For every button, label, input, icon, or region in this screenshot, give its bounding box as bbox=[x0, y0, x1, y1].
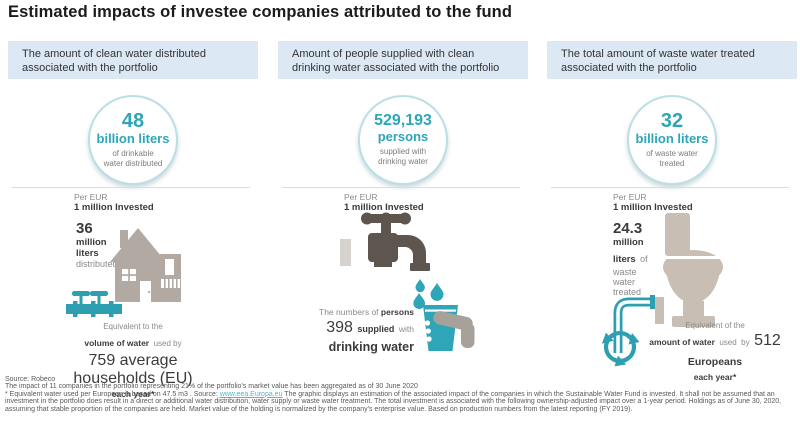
stat-circle: 48 billion liters of drinkable water dist… bbox=[88, 95, 178, 185]
page-title: Estimated impacts of investee companies … bbox=[8, 3, 513, 21]
per-eur-label: Per EUR 1 million Invested bbox=[74, 192, 154, 214]
equivalence-block: Equivalent of the amount of water used b… bbox=[649, 321, 781, 382]
circle-value: 32 bbox=[660, 110, 684, 133]
circle-caption: of drinkable water distributed bbox=[103, 148, 163, 168]
eea-link[interactable]: www.eea.Europa.eu bbox=[219, 390, 283, 398]
circle-unit: billion liters bbox=[96, 131, 170, 147]
circle-unit: billion liters bbox=[635, 131, 709, 147]
per-eur-label: Per EUR 1 million Invested bbox=[613, 192, 693, 214]
per-eur-stat: 24.3 million liters of waste water treat… bbox=[613, 220, 648, 297]
circle-value: 529,193 bbox=[374, 112, 432, 130]
circle-unit: persons bbox=[377, 129, 429, 145]
column-waste-water-treated: The total amount of waste water treated … bbox=[547, 41, 797, 382]
source-line: Source: Robeco bbox=[5, 376, 56, 383]
faucet-icon bbox=[340, 212, 430, 309]
column-header: The amount of clean water distributed as… bbox=[8, 41, 258, 79]
section-divider bbox=[12, 187, 250, 188]
per-eur-label: Per EUR 1 million Invested bbox=[344, 192, 424, 214]
water-pipe-icon bbox=[66, 290, 122, 317]
circle-caption: of waste water treated bbox=[646, 148, 698, 168]
drain-pipe-icon bbox=[613, 295, 655, 353]
stat-circle: 529,193 persons supplied with drinking wa… bbox=[358, 95, 448, 185]
house-icon bbox=[110, 228, 181, 302]
column-header: The total amount of waste water treated … bbox=[547, 41, 797, 79]
circle-value: 48 bbox=[121, 110, 145, 133]
footnotes: Source: Robeco The impact of 11 companie… bbox=[5, 376, 796, 413]
column-people-supplied: Amount of people supplied with clean dri… bbox=[278, 41, 528, 381]
aggregation-note: The impact of 11 companies in the portfo… bbox=[5, 383, 418, 391]
stat-circle: 32 billion liters of waste water treated bbox=[627, 95, 717, 185]
section-divider bbox=[282, 187, 520, 188]
toilet-icon bbox=[655, 213, 725, 327]
result-block: The numbers of persons 398 supplied with… bbox=[319, 307, 414, 354]
equivalence-block: Equivalent to the volume of water used b… bbox=[73, 322, 193, 399]
column-header: Amount of people supplied with clean dri… bbox=[278, 41, 528, 79]
hand-holding-glass-icon bbox=[423, 283, 475, 351]
recycle-arrows-icon bbox=[601, 330, 640, 367]
circle-caption: supplied with drinking water bbox=[378, 146, 428, 166]
column-clean-water-distributed: The amount of clean water distributed as… bbox=[8, 41, 258, 399]
section-divider bbox=[551, 187, 789, 188]
disclaimer: * Equivalent water used per European is … bbox=[5, 390, 782, 413]
per-eur-stat: 36 million liters distributed bbox=[76, 220, 118, 270]
